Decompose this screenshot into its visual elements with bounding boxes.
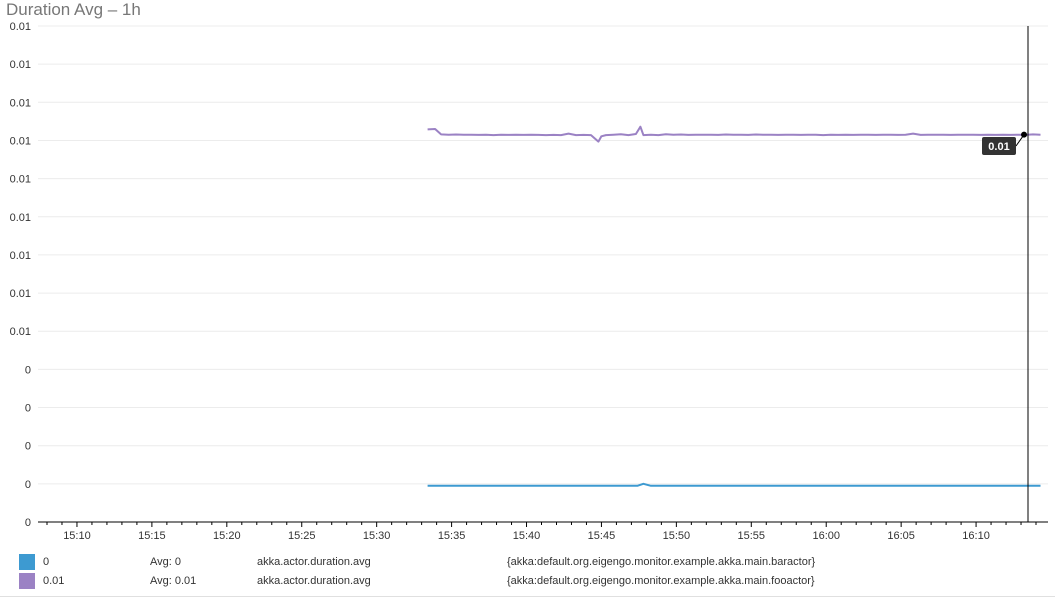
legend-last-value: 0.01 [43,575,65,587]
x-tick-label: 16:05 [887,530,915,542]
y-tick-label: 0.01 [10,326,31,338]
legend-tags: {akka:default.org.eigengo.monitor.exampl… [507,575,815,587]
x-tick-label: 15:30 [363,530,391,542]
y-tick-label: 0.01 [10,21,31,33]
y-tick-label: 0 [25,364,31,376]
series-line-fooactor [427,125,1041,143]
x-tick-label: 15:35 [438,530,466,542]
x-tick-label: 15:10 [63,530,91,542]
y-tick-label: 0 [25,479,31,491]
legend-avg: Avg: 0 [150,556,181,568]
x-tick-label: 15:50 [663,530,691,542]
x-tick-label: 15:55 [738,530,766,542]
chart-title: Duration Avg – 1h [6,0,141,19]
legend-tags: {akka:default.org.eigengo.monitor.exampl… [507,556,816,568]
tooltip-box [982,137,1016,155]
y-tick-label: 0.01 [10,174,31,186]
x-tick-label: 15:15 [138,530,166,542]
legend-metric: akka.actor.duration.avg [257,556,371,568]
legend-row-baractor[interactable]: 0 Avg: 0 akka.actor.duration.avg {akka:d… [0,552,1055,572]
y-tick-label: 0.01 [10,135,31,147]
x-tick-label: 15:25 [288,530,316,542]
x-tick-label: 16:00 [812,530,840,542]
y-tick-label: 0 [25,403,31,415]
x-tick-label: 15:45 [588,530,616,542]
legend-last-value: 0 [43,556,50,568]
legend-metric: akka.actor.duration.avg [257,575,371,587]
tooltip-label: 0.01 [988,141,1009,153]
x-tick-label: 16:10 [962,530,990,542]
y-tick-label: 0.01 [10,97,31,109]
x-tick-label: 15:20 [213,530,241,542]
divider [0,596,1055,597]
legend-row-fooactor[interactable]: 0.01 Avg: 0.01 akka.actor.duration.avg {… [0,571,1055,591]
x-tick-label: 15:40 [513,530,541,542]
legend-swatch [19,554,35,570]
series-line-baractor [427,482,1041,487]
y-tick-label: 0 [25,441,31,453]
legend-avg: Avg: 0.01 [150,575,197,587]
y-tick-label: 0.01 [10,288,31,300]
y-tick-label: 0.01 [10,250,31,262]
line-chart[interactable]: 0.01 0.01 0.01 0.01 0.01 0.01 0.01 0.01 0.01 0 0 0 0… [0,0,1055,545]
y-tick-label: 0 [25,517,31,529]
hover-point [1021,131,1028,138]
y-tick-label: 0.01 [10,212,31,224]
y-tick-label: 0.01 [10,59,31,71]
legend-swatch [19,573,35,589]
